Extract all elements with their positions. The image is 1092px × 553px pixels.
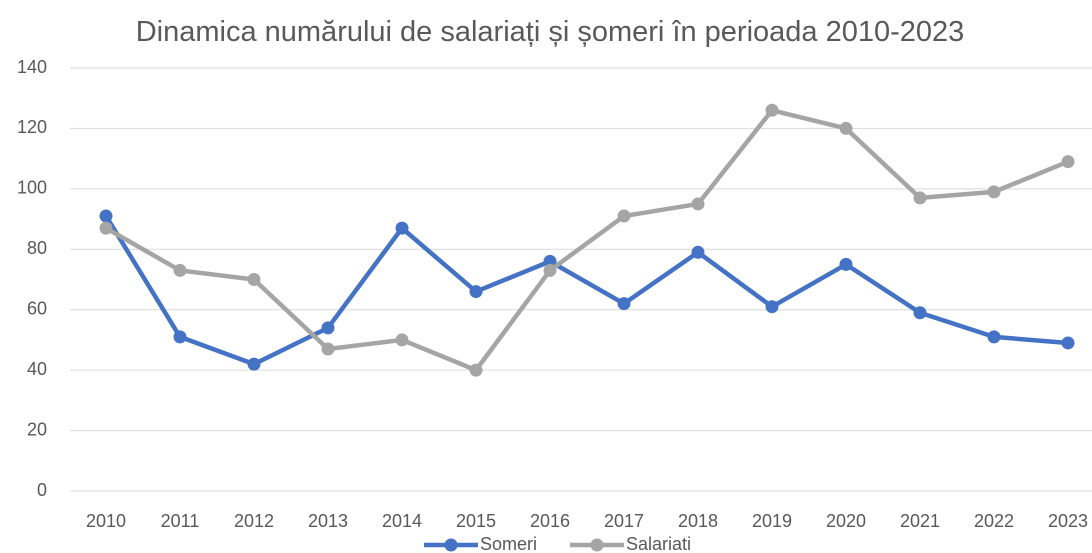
marker bbox=[395, 333, 409, 347]
marker bbox=[543, 263, 557, 277]
y-tick-label: 120 bbox=[17, 117, 47, 137]
marker bbox=[247, 273, 261, 286]
marker bbox=[1061, 336, 1075, 350]
marker bbox=[765, 103, 779, 117]
marker bbox=[395, 221, 409, 235]
marker bbox=[1061, 155, 1075, 169]
marker bbox=[913, 191, 927, 205]
x-tick-label: 2020 bbox=[826, 511, 866, 531]
marker bbox=[617, 209, 631, 223]
legend-label: Someri bbox=[480, 534, 537, 553]
marker bbox=[617, 297, 631, 311]
marker bbox=[987, 185, 1001, 199]
x-tick-label: 2018 bbox=[678, 511, 718, 531]
marker bbox=[987, 330, 1001, 344]
x-tick-label: 2012 bbox=[234, 511, 274, 531]
x-tick-label: 2023 bbox=[1048, 511, 1088, 531]
x-tick-label: 2017 bbox=[604, 511, 644, 531]
x-tick-label: 2015 bbox=[456, 511, 496, 531]
x-tick-label: 2019 bbox=[752, 511, 792, 531]
y-tick-label: 100 bbox=[17, 178, 47, 198]
x-tick-label: 2021 bbox=[900, 511, 940, 531]
x-tick-label: 2010 bbox=[86, 511, 126, 531]
marker bbox=[691, 245, 705, 259]
marker bbox=[247, 357, 261, 371]
x-tick-label: 2014 bbox=[382, 511, 422, 531]
marker bbox=[173, 330, 187, 344]
marker bbox=[321, 321, 335, 335]
marker bbox=[173, 263, 187, 277]
marker bbox=[913, 306, 927, 320]
marker bbox=[99, 221, 113, 235]
x-tick-label: 2013 bbox=[308, 511, 348, 531]
y-tick-label: 140 bbox=[17, 57, 47, 77]
y-tick-label: 80 bbox=[27, 238, 47, 258]
y-tick-label: 20 bbox=[27, 419, 47, 439]
x-tick-label: 2016 bbox=[530, 511, 570, 531]
y-tick-label: 60 bbox=[27, 298, 47, 318]
marker bbox=[543, 254, 557, 268]
marker bbox=[839, 121, 853, 135]
x-tick-label: 2011 bbox=[161, 511, 200, 531]
marker bbox=[321, 342, 335, 356]
legend-marker bbox=[444, 538, 458, 552]
marker bbox=[765, 300, 779, 314]
series-line bbox=[104, 108, 1069, 373]
y-tick-label: 40 bbox=[27, 359, 47, 379]
y-tick-label: 0 bbox=[37, 480, 47, 500]
marker bbox=[99, 209, 113, 223]
marker bbox=[839, 257, 853, 271]
legend-marker bbox=[590, 538, 604, 552]
legend-label: Salariati bbox=[626, 534, 691, 553]
marker bbox=[691, 197, 705, 211]
chart-title: Dinamica numărului de salariați și șomer… bbox=[135, 16, 965, 48]
x-tick-label: 2022 bbox=[974, 511, 1014, 531]
series-line bbox=[104, 214, 1069, 367]
marker bbox=[469, 363, 483, 377]
marker bbox=[469, 285, 483, 299]
